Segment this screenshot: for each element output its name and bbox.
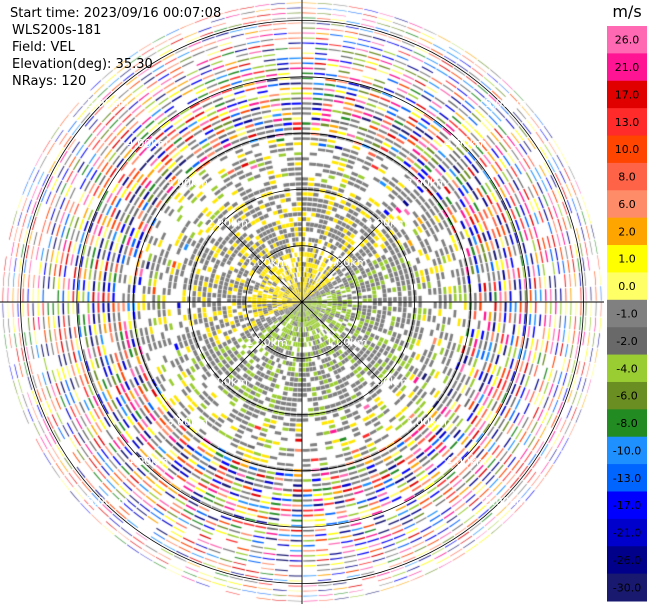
colorbar-cell [607,245,647,273]
colorbar-cell [607,381,647,410]
colorbar-tick-label: 21.0 [615,61,640,74]
range-ring-label: 1.00km [326,336,368,349]
colorbar-cell [607,135,647,164]
colorbar-cell [607,409,647,438]
range-ring-label: 4.00km [127,455,169,468]
colorbar-cell [607,491,647,520]
colorbar-tick-label: 8.0 [618,171,636,184]
field-label: Field: VEL [12,40,75,55]
range-ring-label: 4.00km [445,137,487,150]
colorbar-tick-label: -1.0 [616,308,637,321]
range-ring-label: 3.00km [405,415,447,428]
colorbar-tick-label: 1.0 [618,253,636,266]
range-ring-label: 2.00km [206,376,248,389]
colorbar-tick-label: 10.0 [615,143,640,156]
colorbar-cells [607,26,647,602]
colorbar-tick-label: -26.0 [613,554,641,567]
range-ring-label: 3.00km [167,415,209,428]
range-ring-label: 2.00km [206,216,248,229]
colorbar-cell [607,436,647,465]
colorbar-tick-label: -8.0 [616,417,637,430]
range-ring-label: 5.00km [485,495,527,508]
colorbar-tick-label: 0.0 [618,280,636,293]
colorbar-cell [607,464,647,492]
start-time-label: Start time: 2023/09/16 00:07:08 [10,6,222,21]
colorbar-tick-label: 2.0 [618,225,636,238]
range-ring-label: 5.00km [485,97,527,110]
range-ring-label: 5.00km [87,495,129,508]
colorbar-tick-label: -2.0 [616,335,637,348]
colorbar-cell [607,546,647,575]
colorbar-cell [607,190,647,219]
elevation-label: Elevation(deg): 35.30 [12,57,153,72]
colorbar-cell [607,299,647,328]
colorbar-cell [607,272,647,301]
colorbar-tick-label: -30.0 [613,581,641,594]
colorbar-cell [607,327,647,356]
colorbar-cell [607,26,647,54]
range-ring-labels: 1.00km 1.00km 1.00km 1.00km 2.00km 2.00km 2.00… [87,97,527,508]
ppi-axes [0,0,604,604]
colorbar-tick-label: -6.0 [616,390,637,403]
range-ring-label: 1.00km [246,336,288,349]
colorbar-tick-label: 17.0 [615,88,640,101]
colorbar-cell [607,354,647,383]
range-ring-label: 1.00km [326,256,368,269]
range-ring-label: 2.00km [366,216,408,229]
colorbar-tick-label: -17.0 [613,499,641,512]
range-ring-label: 5.00km [87,97,129,110]
range-ring-label: 1.00km [246,256,288,269]
colorbar-title: m/s [612,2,641,21]
range-ring-label: 3.00km [167,177,209,190]
colorbar-cell [607,518,647,547]
range-ring-label: 2.00km [366,376,408,389]
colorbar-tick-label: -21.0 [613,527,641,540]
colorbar-tick-label: -10.0 [613,444,641,457]
range-ring-label: 3.00km [405,177,447,190]
colorbar-cell [607,80,647,109]
instrument-label: WLS200s-181 [12,23,102,38]
range-ring-label: 4.00km [127,137,169,150]
colorbar-tick-labels: 26.0 21.0 17.0 13.0 10.0 8.0 6.0 2.0 1.0 0.0 -1.0 -… [613,34,641,595]
range-ring-label: 4.00km [445,455,487,468]
diagonal-axis [222,222,382,382]
colorbar-tick-label: 13.0 [615,116,640,129]
colorbar-cell [607,53,647,82]
colorbar-cell [607,217,647,246]
colorbar-cell [607,162,647,191]
colorbar-tick-label: -13.0 [613,472,641,485]
colorbar-cell [607,573,647,602]
colorbar-cell [607,108,647,137]
colorbar-tick-label: -4.0 [616,362,637,375]
colorbar-tick-label: 6.0 [618,198,636,211]
nrays-label: NRays: 120 [12,74,87,89]
colorbar-tick-label: 26.0 [615,34,640,47]
